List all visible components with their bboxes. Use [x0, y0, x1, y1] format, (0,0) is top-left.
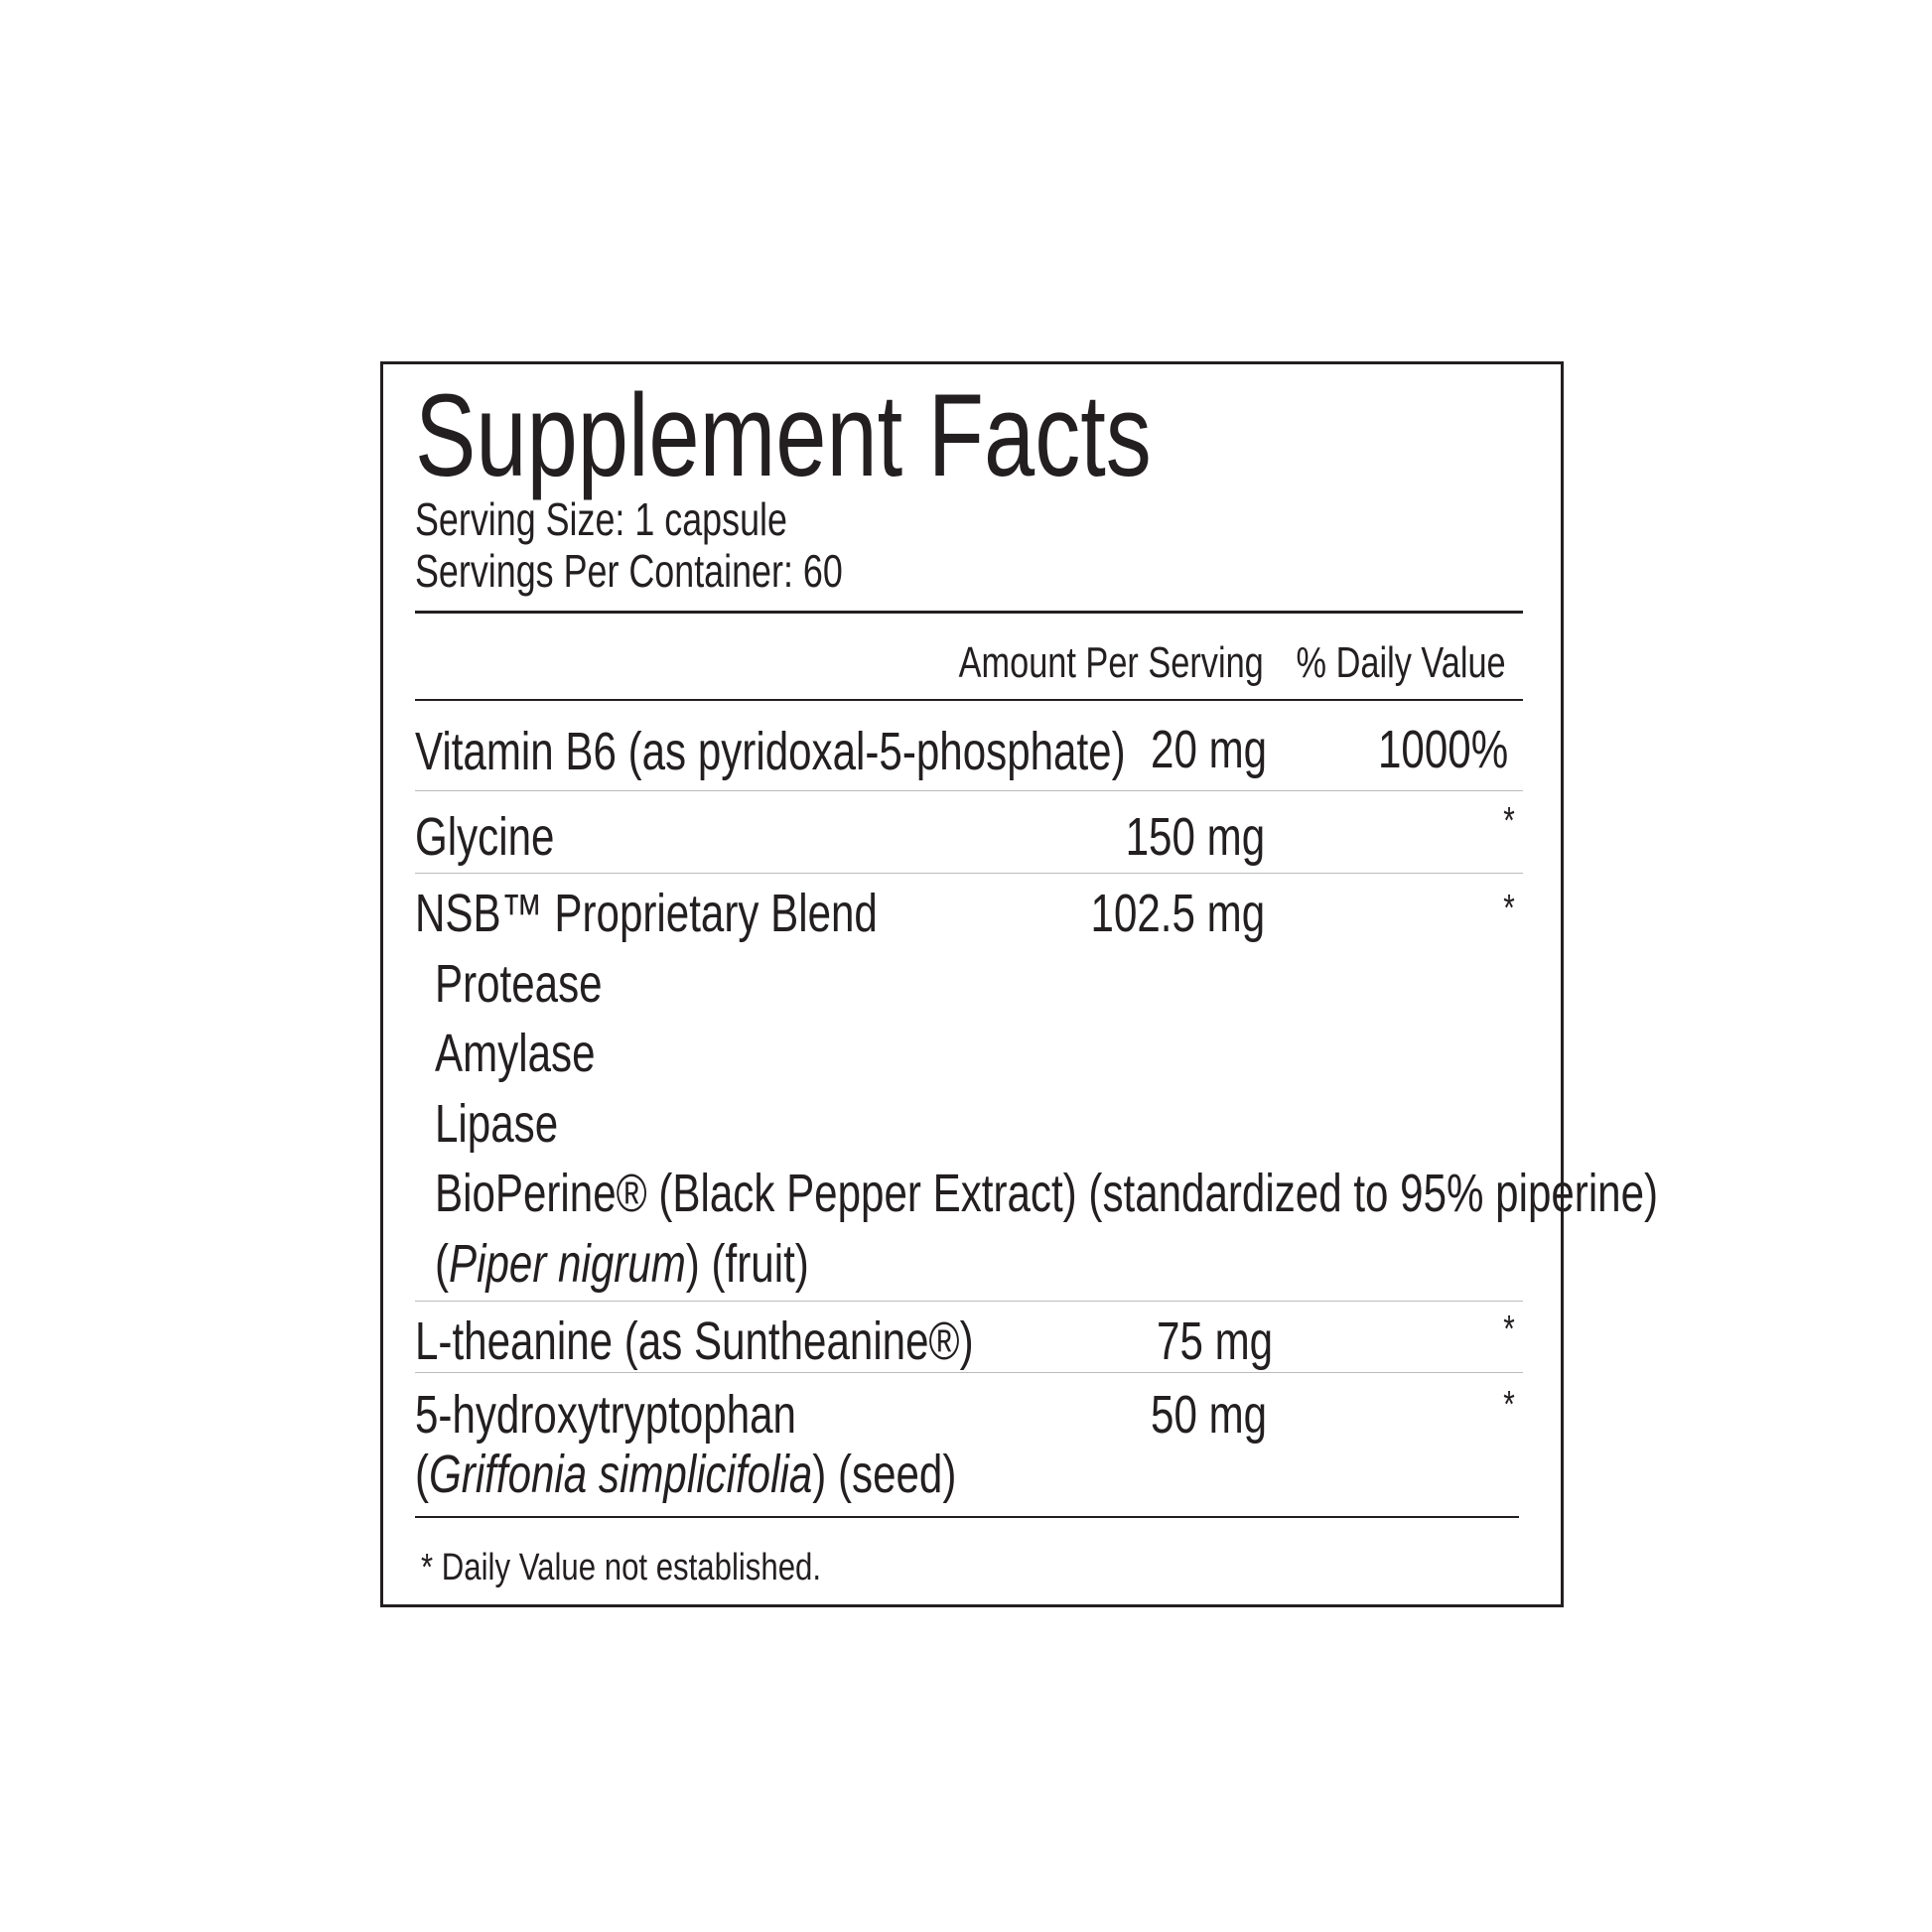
supplement-facts-panel [380, 361, 1564, 1607]
nutrient-dv: * [1503, 800, 1515, 842]
header-daily-value: % Daily Value [1296, 638, 1506, 687]
nutrient-dv: 1000% [1377, 720, 1508, 779]
row-divider [415, 790, 1523, 791]
row-divider [415, 873, 1523, 874]
nutrient-name: NSB™ Proprietary Blend [415, 884, 878, 943]
blend-ingredient: BioPerine® (Black Pepper Extract) (stand… [435, 1164, 1659, 1223]
nutrient-name: 5-hydroxytryptophan [415, 1385, 796, 1445]
blend-ingredient: Protease [435, 954, 603, 1014]
nutrient-amount: 150 mg [1125, 807, 1265, 867]
nutrient-amount: 102.5 mg [1090, 884, 1265, 943]
nutrient-dv: * [1503, 888, 1515, 929]
nutrient-source: (Griffonia simplicifolia) (seed) [415, 1445, 957, 1504]
nutrient-amount: 75 mg [1156, 1311, 1273, 1371]
blend-ingredient: Amylase [435, 1024, 596, 1083]
row-divider [415, 1372, 1523, 1373]
nutrient-name: L-theanine (as Suntheanine®) [415, 1311, 974, 1371]
servings-per-container: Servings Per Container: 60 [415, 545, 843, 597]
nutrient-amount: 50 mg [1150, 1385, 1267, 1445]
divider [415, 699, 1523, 701]
blend-ingredient: Lipase [435, 1094, 559, 1154]
panel-title: Supplement Facts [415, 370, 1152, 501]
nutrient-dv: * [1503, 1384, 1515, 1426]
blend-ingredient-source: (Piper nigrum) (fruit) [435, 1234, 809, 1294]
nutrient-dv: * [1503, 1309, 1515, 1350]
footnote: * Daily Value not established. [421, 1547, 822, 1588]
divider [415, 611, 1523, 614]
nutrient-name: Glycine [415, 807, 555, 867]
divider [415, 1516, 1519, 1518]
header-amount: Amount Per Serving [958, 638, 1264, 687]
serving-size: Serving Size: 1 capsule [415, 493, 787, 545]
row-divider [415, 1301, 1523, 1302]
nutrient-amount: 20 mg [1150, 720, 1267, 779]
nutrient-name: Vitamin B6 (as pyridoxal-5-phosphate) [415, 722, 1126, 781]
